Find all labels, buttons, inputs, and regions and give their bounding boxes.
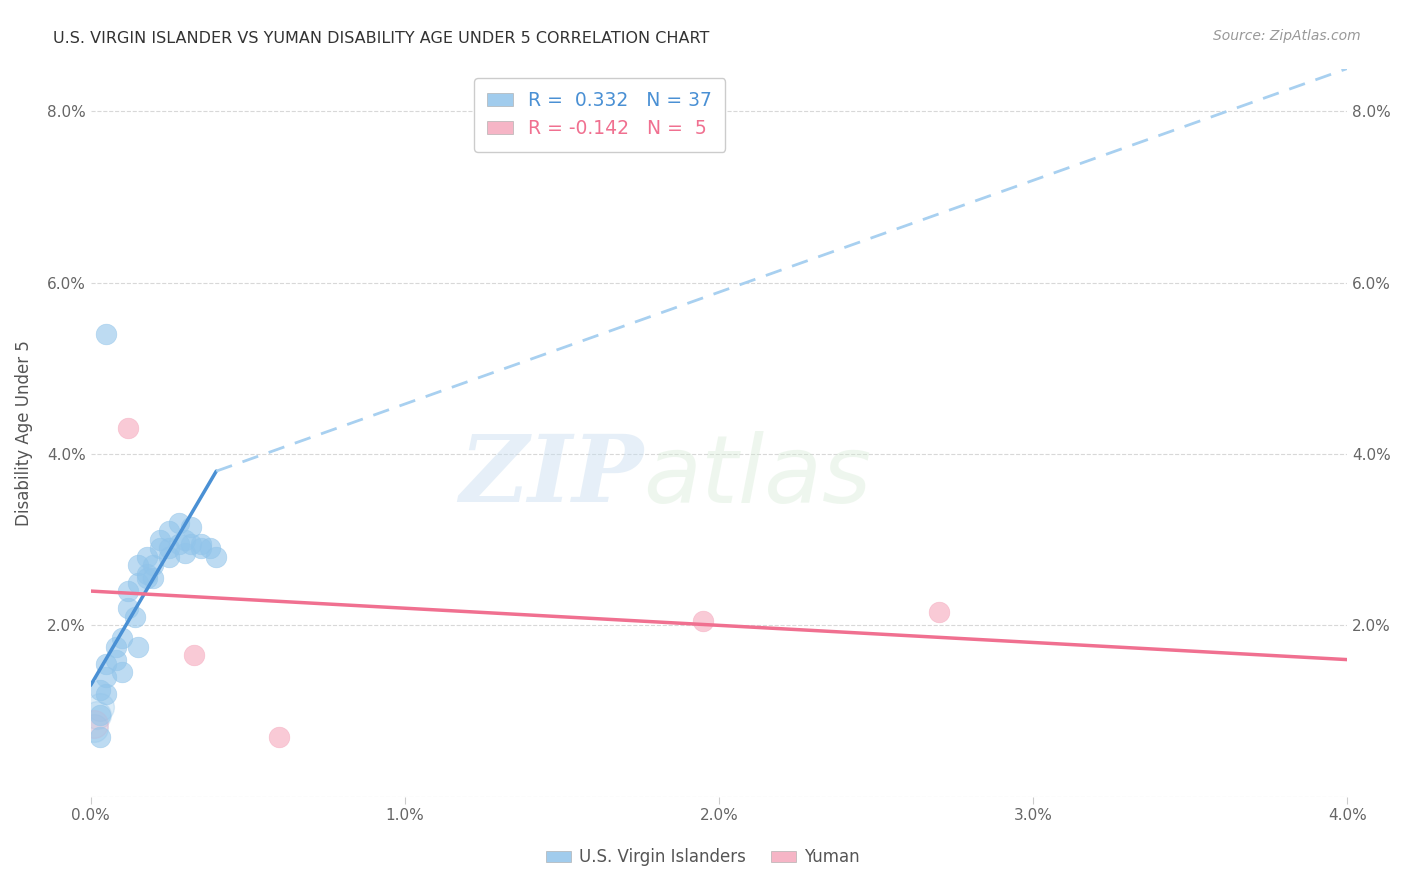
Point [96,670,118,684]
Point [167,516,190,530]
Point [127,558,149,573]
Point [86,708,108,723]
Point [127,575,149,590]
Point [198,541,221,556]
Point [142,558,165,573]
Point [111,631,134,645]
Point [142,571,165,585]
Point [269,730,291,744]
Point [136,571,159,585]
Point [83,721,105,735]
Point [96,327,118,342]
Legend: U.S. Virgin Islanders, Yuman: U.S. Virgin Islanders, Yuman [540,842,866,873]
Text: Source: ZipAtlas.com: Source: ZipAtlas.com [1213,29,1361,43]
Point [157,541,180,556]
Text: atlas: atlas [644,431,872,522]
Point [127,640,149,654]
Point [157,549,180,564]
Point [167,537,190,551]
Text: U.S. VIRGIN ISLANDER VS YUMAN DISABILITY AGE UNDER 5 CORRELATION CHART: U.S. VIRGIN ISLANDER VS YUMAN DISABILITY… [53,31,710,46]
Point [136,549,159,564]
Point [928,606,950,620]
Point [89,682,111,697]
Point [149,533,172,547]
Point [104,640,127,654]
Point [124,609,146,624]
Point [117,584,139,599]
Point [157,524,180,538]
Point [190,537,212,551]
Point [205,549,228,564]
Point [117,421,139,435]
Point [83,717,105,731]
Point [96,657,118,671]
Point [111,665,134,680]
Point [173,545,195,559]
Point [89,699,111,714]
Point [149,541,172,556]
Point [136,566,159,581]
Y-axis label: Disability Age Under 5: Disability Age Under 5 [15,340,32,525]
Point [104,652,127,666]
Point [180,537,202,551]
Point [190,541,212,556]
Text: ZIP: ZIP [460,432,644,521]
Point [89,708,111,723]
Legend: R =  0.332   N = 37, R = -0.142   N =  5: R = 0.332 N = 37, R = -0.142 N = 5 [474,78,725,152]
Point [96,687,118,701]
Point [89,730,111,744]
Point [173,533,195,547]
Point [180,520,202,534]
Point [692,614,714,628]
Point [183,648,205,663]
Point [117,601,139,615]
